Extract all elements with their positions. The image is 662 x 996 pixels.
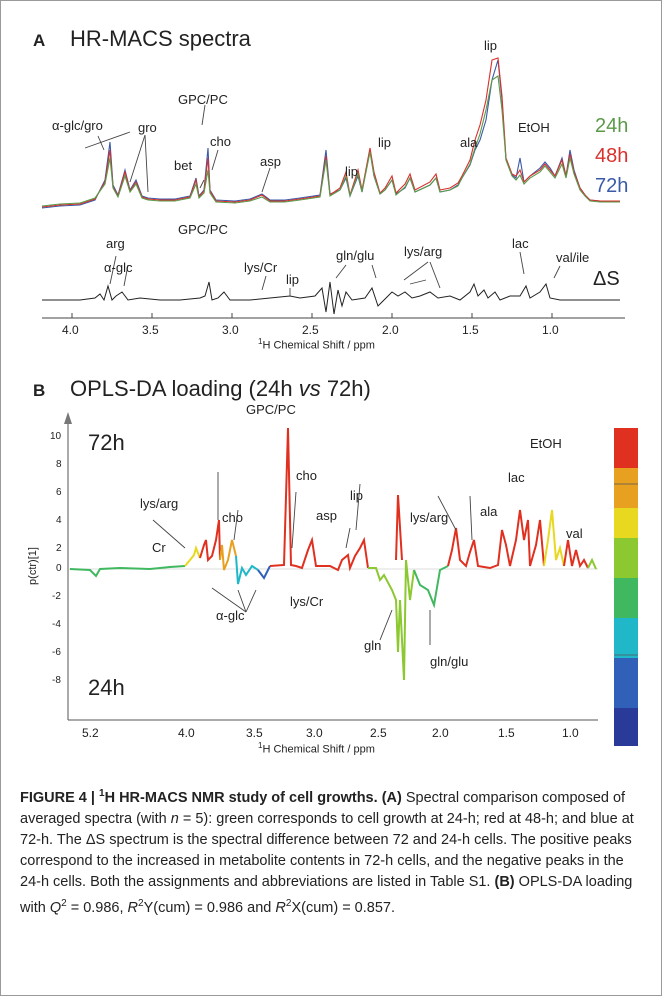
- b-xtick-2-0: 2.0: [432, 726, 449, 740]
- legend-24h: 24h: [595, 115, 629, 137]
- a-xtick-3-5: 3.5: [142, 323, 159, 337]
- panel-a-x-axis-title: 1H Chemical Shift / ppm: [258, 337, 375, 352]
- b-xtick-1-5: 1.5: [498, 726, 515, 740]
- label-gro: gro: [138, 120, 157, 135]
- b-label-lys-arg-1: lys/arg: [140, 496, 179, 511]
- panel-b-x-axis-title: 1H Chemical Shift / ppm: [258, 741, 375, 756]
- label-gpc-pc: GPC/PC: [178, 92, 228, 107]
- b-xtick-5-2: 5.2: [82, 726, 99, 740]
- b-xtick-1-0: 1.0: [562, 726, 579, 740]
- color-bar: [614, 428, 638, 746]
- panel-a-letter: A: [33, 31, 46, 50]
- a-xtick-4-0: 4.0: [62, 323, 79, 337]
- b-ytick-neg6: -6: [52, 647, 61, 658]
- delta-label-lip: lip: [286, 272, 300, 287]
- b-label-ala: ala: [480, 504, 498, 519]
- delta-label-arg: arg: [106, 236, 125, 251]
- b-ytick-4: 4: [56, 515, 62, 526]
- caption-a-label: (A): [381, 789, 402, 806]
- b-label-lac: lac: [508, 470, 525, 485]
- delta-label-lys-cr: lys/Cr: [244, 260, 278, 275]
- b-label-val: val: [566, 526, 583, 541]
- legend-48h: 48h: [595, 145, 629, 167]
- figure-caption: FIGURE 4 | 1H HR-MACS NMR study of cell …: [20, 788, 634, 916]
- a-xtick-3-0: 3.0: [222, 323, 239, 337]
- label-alpha-glc-gro: α-glc/gro: [52, 118, 103, 133]
- caption-head: FIGURE 4 | 1H HR-MACS NMR study of cell …: [20, 788, 378, 806]
- b-xtick-3-5: 3.5: [246, 726, 263, 740]
- loading-trace: [69, 427, 597, 681]
- label-lip-3: lip: [484, 38, 498, 53]
- delta-label-gpc-pc: GPC/PC: [178, 222, 228, 237]
- label-bet: bet: [174, 158, 193, 173]
- b-label-lip: lip: [350, 488, 364, 503]
- b-ytick-neg4: -4: [52, 619, 61, 630]
- delta-label-alpha-glc: α-glc: [104, 260, 133, 275]
- b-ytick-0: 0: [56, 563, 62, 574]
- y-axis-arrow: [64, 412, 72, 424]
- b-ytick-2: 2: [56, 543, 62, 554]
- group-24h-label: 24h: [88, 675, 125, 700]
- b-label-etoh: EtOH: [530, 436, 562, 451]
- delta-label-lac: lac: [512, 236, 529, 251]
- b-label-lys-cr: lys/Cr: [290, 594, 324, 609]
- a-xtick-1-0: 1.0: [542, 323, 559, 337]
- delta-spectrum: [42, 281, 620, 315]
- label-lip-1: lip: [345, 164, 359, 179]
- b-ytick-10: 10: [50, 431, 62, 442]
- delta-label-lys-arg: lys/arg: [404, 244, 443, 259]
- b-label-gln: gln: [364, 638, 382, 653]
- a-xtick-2-5: 2.5: [302, 323, 319, 337]
- panel-a-title: HR-MACS spectra: [70, 26, 251, 51]
- panel-a-leaders: [84, 104, 561, 296]
- delta-symbol: ΔS: [593, 268, 620, 290]
- b-ytick-neg2: -2: [52, 591, 61, 602]
- b-label-alpha-glc: α-glc: [216, 608, 245, 623]
- b-ytick-8: 8: [56, 459, 62, 470]
- a-xtick-1-5: 1.5: [462, 323, 479, 337]
- b-ytick-6: 6: [56, 487, 62, 498]
- b-xtick-4-0: 4.0: [178, 726, 195, 740]
- a-xtick-2-0: 2.0: [382, 323, 399, 337]
- b-label-asp: asp: [316, 508, 337, 523]
- y-axis-title: p(ctr)[1]: [26, 547, 39, 585]
- panel-b-letter: B: [33, 381, 46, 400]
- label-etoh: EtOH: [518, 120, 550, 135]
- group-72h-label: 72h: [88, 430, 125, 455]
- b-label-gln-glu: gln/glu: [430, 654, 469, 669]
- b-label-gpc-pc: GPC/PC: [246, 402, 296, 417]
- panel-a-x-ticks: [71, 313, 553, 318]
- delta-label-gln-glu: gln/glu: [336, 248, 375, 263]
- panel-b-title: OPLS-DA loading (24h vs 72h): [70, 376, 371, 401]
- b-xtick-2-5: 2.5: [370, 726, 387, 740]
- label-lip-2: lip: [378, 135, 392, 150]
- b-label-lys-arg-2: lys/arg: [410, 510, 449, 525]
- b-label-cho-1: cho: [296, 468, 317, 483]
- b-ytick-neg8: -8: [52, 675, 61, 686]
- label-ala: ala: [460, 135, 478, 150]
- legend-72h: 72h: [595, 175, 629, 197]
- label-cho: cho: [210, 134, 231, 149]
- caption-b-label: (B): [494, 873, 515, 890]
- b-label-cho-2: cho: [222, 510, 243, 525]
- b-label-cr: Cr: [152, 540, 166, 555]
- spectrum-72h: [41, 75, 620, 207]
- b-xtick-3-0: 3.0: [306, 726, 323, 740]
- panel-b-leaders: [152, 472, 473, 645]
- label-asp: asp: [260, 154, 281, 169]
- delta-label-val-ile: val/ile: [556, 250, 590, 265]
